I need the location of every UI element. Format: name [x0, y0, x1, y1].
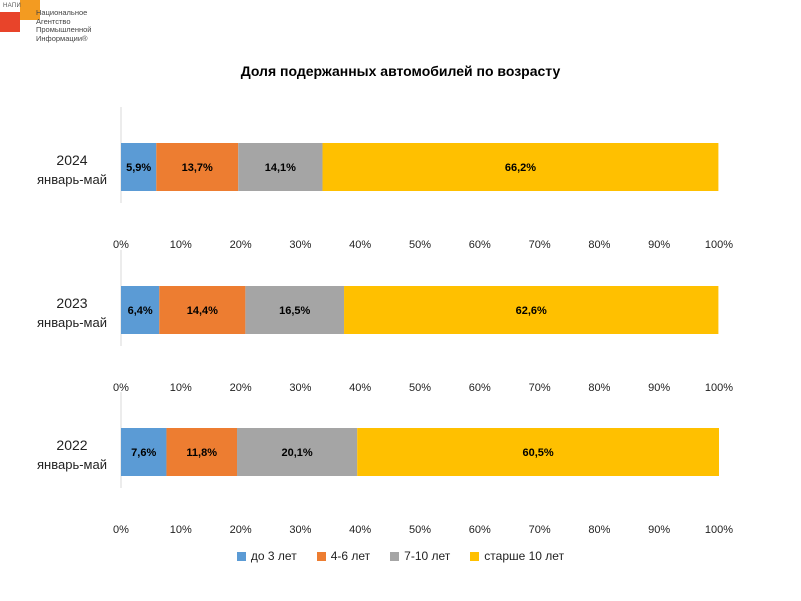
x-tick-label: 0%: [113, 239, 129, 251]
legend: до 3 лет 4-6 лет 7-10 лет старше 10 лет: [0, 549, 801, 563]
x-tick-label: 10%: [170, 524, 192, 536]
legend-swatch: [236, 551, 246, 561]
logo-line: Промышленной: [36, 25, 92, 35]
data-label: 20,1%: [282, 447, 313, 459]
x-tick-label: 50%: [409, 382, 431, 394]
data-label: 13,7%: [182, 162, 213, 174]
logo-line: Национальное: [36, 8, 88, 17]
x-tick-label: 0%: [113, 382, 129, 394]
legend-label: 4-6 лет: [330, 549, 371, 563]
data-label: 60,5%: [523, 447, 554, 459]
x-tick-label: 70%: [529, 239, 551, 251]
category-period-label: январь-май: [37, 315, 107, 330]
x-tick-label: 20%: [230, 524, 252, 536]
x-tick-label: 40%: [349, 524, 371, 536]
x-tick-label: 40%: [349, 382, 371, 394]
bar-segment: [156, 143, 239, 191]
bar-segment: [237, 428, 358, 476]
x-tick-label: 100%: [705, 524, 733, 536]
logo-line: Информации®: [36, 33, 88, 43]
bar-segment: [121, 286, 160, 334]
legend-item: 7-10 лет: [390, 549, 450, 563]
legend-swatch: [390, 551, 400, 561]
x-tick-label: 50%: [409, 239, 431, 251]
x-tick-label: 80%: [588, 382, 610, 394]
x-tick-label: 100%: [705, 382, 733, 394]
legend-swatch: [316, 551, 326, 561]
data-label: 7,6%: [131, 447, 156, 459]
legend-item: 4-6 лет: [316, 549, 371, 563]
category-year-label: 2023: [56, 295, 87, 311]
category-period-label: январь-май: [37, 172, 107, 187]
category-year-label: 2024: [56, 152, 87, 168]
x-tick-label: 90%: [648, 524, 670, 536]
x-tick-label: 80%: [588, 524, 610, 536]
data-label: 14,1%: [265, 162, 296, 174]
bar-segment: [121, 143, 157, 191]
x-tick-label: 90%: [648, 382, 670, 394]
legend-label: старше 10 лет: [484, 549, 565, 563]
chart-title: Доля подержанных автомобилей по возрасту: [240, 63, 561, 79]
data-label: 11,8%: [186, 447, 217, 459]
x-tick-label: 70%: [529, 524, 551, 536]
legend-item: до 3 лет: [236, 549, 297, 563]
legend-label: до 3 лет: [250, 549, 297, 563]
x-tick-label: 0%: [113, 524, 129, 536]
logo: НАПИ Национальное Агентство Промышленной…: [0, 0, 110, 60]
bar-segment: [322, 143, 719, 191]
bar-segment: [344, 286, 719, 334]
legend-swatch: [470, 551, 480, 561]
x-tick-label: 10%: [170, 382, 192, 394]
data-label: 16,5%: [279, 305, 310, 317]
x-tick-label: 80%: [588, 239, 610, 251]
category-year-label: 2022: [56, 437, 87, 453]
data-label: 6,4%: [128, 305, 153, 317]
x-tick-label: 30%: [289, 239, 311, 251]
x-tick-label: 40%: [349, 239, 371, 251]
bar-segment: [121, 428, 167, 476]
x-tick-label: 100%: [705, 239, 733, 251]
bar-segment: [159, 286, 246, 334]
bar-segment: [245, 286, 345, 334]
bar-segment: [357, 428, 719, 476]
logo-line: Агентство: [36, 16, 71, 26]
data-label: 62,6%: [516, 305, 547, 317]
x-tick-label: 30%: [289, 382, 311, 394]
data-label: 14,4%: [187, 305, 218, 317]
logo-small-text: НАПИ: [3, 3, 22, 9]
x-tick-label: 20%: [230, 382, 252, 394]
bar-segment: [238, 143, 323, 191]
data-label: 66,2%: [505, 162, 536, 174]
x-tick-label: 90%: [648, 239, 670, 251]
x-tick-label: 50%: [409, 524, 431, 536]
x-tick-label: 70%: [529, 382, 551, 394]
legend-label: 7-10 лет: [404, 549, 451, 563]
logo-orange-square: [20, 0, 40, 20]
x-tick-label: 60%: [469, 382, 491, 394]
x-tick-label: 10%: [170, 239, 192, 251]
logo-text: Национальное Агентство Промышленной Инфо…: [36, 8, 92, 43]
category-period-label: январь-май: [37, 457, 107, 472]
logo-red-square: [0, 12, 20, 32]
x-tick-label: 60%: [469, 239, 491, 251]
legend-item: старше 10 лет: [470, 549, 564, 563]
x-tick-label: 20%: [230, 239, 252, 251]
x-tick-label: 60%: [469, 524, 491, 536]
bar-segment: [166, 428, 238, 476]
x-tick-label: 30%: [289, 524, 311, 536]
data-label: 5,9%: [126, 162, 151, 174]
